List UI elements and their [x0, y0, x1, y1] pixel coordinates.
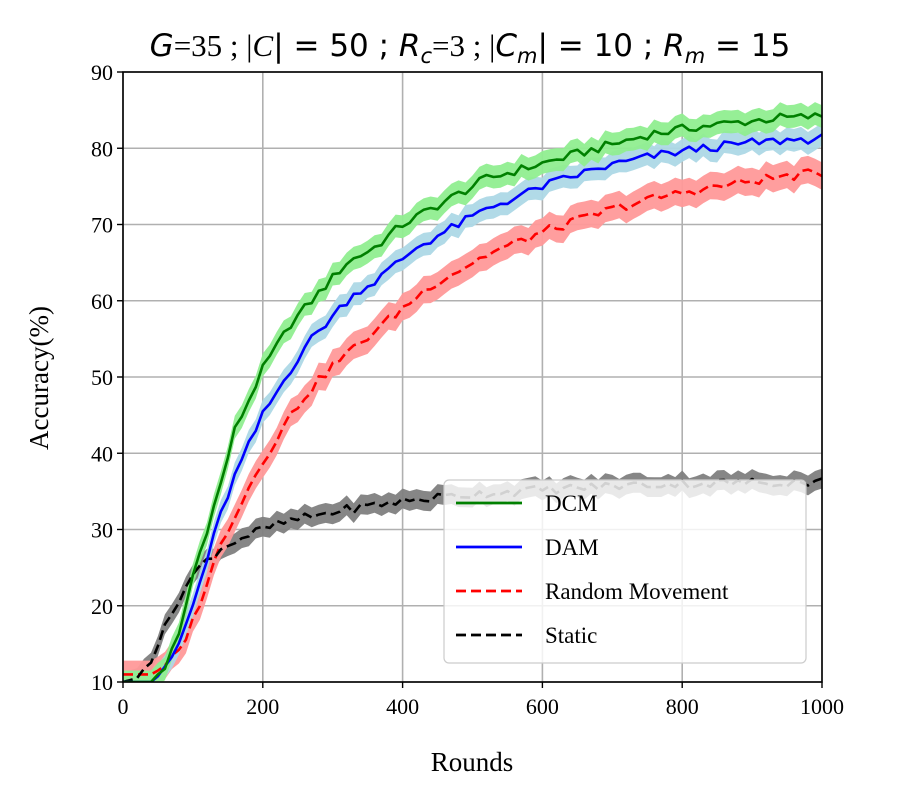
y-tick-label: 50 — [91, 365, 113, 390]
legend-label: DCM — [545, 491, 597, 516]
band-dam — [123, 122, 822, 682]
title-part: C — [253, 28, 274, 63]
y-tick-label: 60 — [91, 289, 113, 314]
y-tick-label: 20 — [91, 594, 113, 619]
y-tick-label: 80 — [91, 136, 113, 161]
title-part: m — [517, 44, 537, 68]
y-axis-ticks: 10 20 30 40 50 60 70 80 90 — [91, 60, 123, 695]
x-tick-label: 200 — [246, 694, 279, 719]
title-part: | = 50 ; — [273, 28, 399, 64]
legend: DCM DAM Random Movement Static — [443, 479, 807, 664]
y-tick-label: 10 — [91, 670, 113, 695]
band-random-movement — [123, 155, 822, 682]
title-part: C — [495, 28, 517, 64]
title-part: =3 ; | — [432, 28, 495, 63]
series-lines — [123, 112, 822, 682]
title-part: R — [663, 28, 685, 64]
x-axis-label: Rounds — [431, 747, 514, 777]
legend-label: Static — [545, 623, 597, 648]
x-axis-ticks: 0 200 400 600 800 1000 — [118, 682, 844, 719]
series-line-dam — [123, 133, 822, 682]
x-tick-label: 400 — [386, 694, 419, 719]
x-tick-label: 0 — [118, 694, 129, 719]
y-tick-label: 30 — [91, 518, 113, 543]
title-part: c — [420, 44, 432, 68]
title-part: | = 10 ; — [537, 28, 663, 64]
legend-box — [443, 479, 807, 664]
title-part: = 15 — [705, 28, 790, 64]
title-part: m — [685, 44, 705, 68]
x-tick-label: 600 — [526, 694, 559, 719]
title-part: R — [399, 28, 421, 64]
y-axis-label: Accuracy(%) — [24, 306, 54, 450]
title-part: G — [150, 28, 174, 64]
band-static — [123, 468, 822, 682]
x-tick-label: 800 — [666, 694, 699, 719]
y-tick-label: 70 — [91, 213, 113, 238]
series-line-random-movement — [123, 168, 822, 676]
confidence-bands — [123, 102, 822, 682]
legend-label: Random Movement — [545, 579, 729, 604]
y-tick-label: 90 — [91, 60, 113, 85]
chart-title: G=35 ; |C| = 50 ; Rc=3 ; |Cm| = 10 ; Rm … — [150, 28, 791, 68]
title-part: =35 ; | — [174, 28, 253, 63]
y-tick-label: 40 — [91, 441, 113, 466]
series-line-dcm — [123, 112, 822, 682]
legend-label: DAM — [545, 535, 599, 560]
x-tick-label: 1000 — [800, 694, 844, 719]
